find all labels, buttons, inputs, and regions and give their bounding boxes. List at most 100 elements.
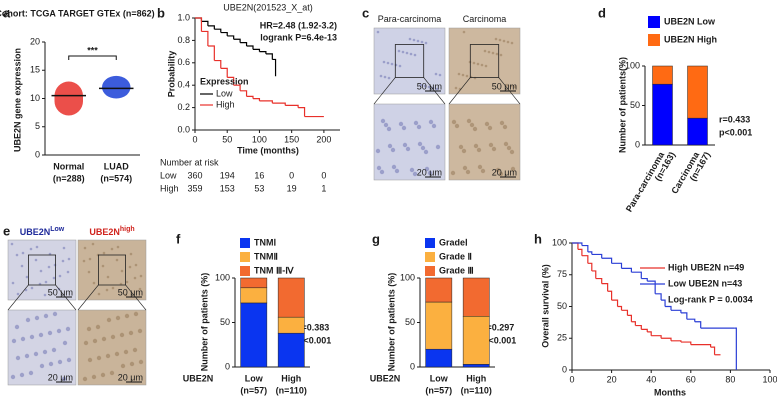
tissue-texture — [435, 87, 439, 91]
zoom-line — [448, 77, 471, 105]
survival-step — [220, 31, 228, 36]
zoom-line — [125, 284, 147, 311]
scale-bar-label: 20 μm — [48, 372, 73, 382]
y-tick-label: 0.6 — [177, 57, 190, 67]
annotation: p<0.001 — [298, 335, 331, 345]
survival-step — [272, 102, 286, 106]
survival-step — [607, 290, 613, 301]
survival-step — [595, 277, 603, 284]
tissue-texture — [106, 317, 112, 323]
tissue-texture — [487, 125, 493, 131]
tissue-texture — [92, 338, 98, 344]
header-text: Para-carcinoma — [378, 14, 442, 24]
tissue-image — [448, 27, 521, 95]
legend-swatch — [425, 266, 435, 276]
survival-step — [686, 318, 696, 322]
scale-bar-label: 50 μm — [48, 287, 73, 297]
survival-step — [611, 262, 623, 269]
tissue-texture — [394, 168, 400, 174]
survival-step — [253, 48, 261, 52]
tissue-texture — [15, 355, 21, 361]
y-tick-label: 0.8 — [177, 35, 190, 45]
tissue-texture — [133, 311, 139, 317]
tissue-texture — [505, 83, 509, 87]
tissue-texture — [509, 84, 513, 88]
survival-step — [577, 248, 583, 256]
column-header: Para-carcinoma — [378, 14, 442, 24]
x-tick-label: (n=574) — [100, 173, 132, 183]
tissue-texture — [67, 257, 71, 261]
tissue-texture — [110, 247, 114, 251]
bar-segment — [462, 364, 490, 368]
legend-swatch — [425, 238, 435, 248]
bar-segment — [240, 302, 268, 368]
survival-step — [253, 98, 261, 101]
tissue-texture — [495, 52, 499, 56]
tissue-texture — [29, 247, 33, 251]
tissue-texture — [34, 315, 40, 321]
tissue-texture — [105, 288, 109, 292]
risk-count: 360 — [187, 170, 202, 180]
survival-step — [617, 305, 623, 311]
y-tick-label: 100 — [400, 272, 415, 282]
zoom-line — [373, 77, 396, 105]
tissue-texture — [413, 120, 419, 126]
tissue-texture — [457, 72, 461, 76]
scale-bar-label: 20 μm — [492, 167, 517, 177]
tissue-texture — [480, 168, 486, 174]
y-tick-label: 5 — [35, 121, 40, 131]
legend-label: High — [216, 99, 235, 109]
panel-letter: c — [362, 5, 369, 20]
dot-cloud — [102, 75, 131, 99]
tissue-texture — [14, 324, 20, 330]
survival-step — [201, 20, 209, 26]
annotation: r=0.383 — [298, 322, 329, 332]
tissue-texture — [466, 118, 472, 124]
survival-step — [671, 309, 682, 313]
survival-step — [220, 67, 228, 78]
tissue-texture — [473, 143, 479, 149]
tissue-texture — [30, 286, 34, 290]
tissue-texture — [427, 85, 431, 89]
survival-step — [214, 59, 222, 69]
x-tick-label: (n=288) — [53, 173, 85, 183]
tissue-texture — [86, 326, 92, 332]
legend-label: UBE2N High — [664, 34, 717, 44]
tissue-texture — [115, 315, 121, 321]
tissue-texture — [398, 64, 402, 68]
y-axis-label: Probability — [166, 51, 176, 98]
x-tick-label: Low — [430, 373, 449, 383]
tissue-image — [7, 309, 77, 386]
tissue-texture — [454, 123, 460, 129]
tissue-texture — [390, 147, 396, 153]
y-tick-label: 100 — [215, 272, 230, 282]
tissue-texture — [101, 264, 105, 268]
tissue-texture — [96, 355, 102, 361]
tissue-texture — [129, 252, 133, 256]
tissue-texture — [461, 148, 467, 154]
tissue-texture — [495, 167, 501, 173]
y-axis-label: Overall survival (%) — [540, 264, 550, 348]
tissue-texture — [494, 37, 498, 41]
tissue-texture — [376, 165, 382, 171]
tissue-texture — [487, 50, 491, 54]
tissue-texture — [401, 50, 405, 54]
survival-step — [621, 309, 629, 316]
survival-step — [655, 293, 662, 301]
y-tick-label: 20 — [30, 36, 40, 46]
panel-letter: g — [372, 231, 380, 246]
zoom-line — [55, 284, 77, 311]
x-tick-label: (n=110) — [276, 385, 307, 395]
tissue-texture — [128, 265, 132, 269]
x-tick-label: (n=57) — [425, 385, 452, 395]
tissue-texture — [52, 276, 56, 280]
survival-step — [651, 335, 662, 339]
tissue-texture — [11, 338, 17, 344]
panel-letter: b — [157, 5, 165, 20]
y-axis-label: Number of patients (%) — [386, 273, 396, 372]
survival-step — [601, 257, 613, 264]
tissue-image — [7, 239, 77, 301]
tissue-texture — [398, 121, 404, 127]
survival-step — [572, 242, 579, 250]
